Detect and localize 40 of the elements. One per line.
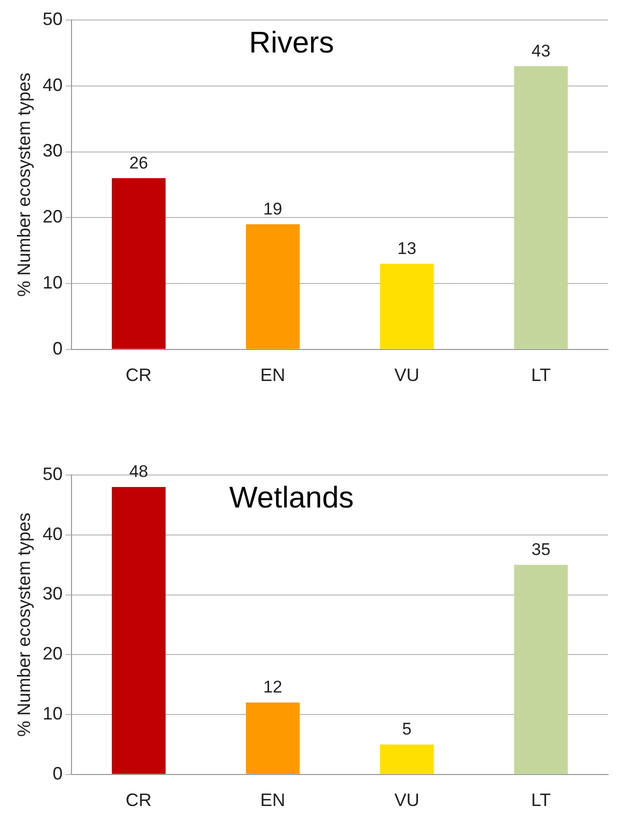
y-tick-label: 10 [42,703,63,724]
y-axis-title: % Number ecosystem types [14,512,34,737]
bar [380,264,434,349]
y-axis-title: % Number ecosystem types [14,72,34,297]
data-label: 5 [402,720,412,739]
data-label: 26 [129,153,148,172]
data-label: 43 [531,41,550,60]
x-tick-label: EN [260,365,286,386]
data-label: 48 [129,462,148,482]
bar [112,486,166,774]
bar [514,66,568,349]
x-tick-label: LT [531,790,551,810]
bar [246,224,300,349]
y-tick-label: 20 [42,644,63,664]
x-tick-label: VU [394,365,420,386]
x-tick-label: LT [531,365,551,386]
x-tick-label: EN [260,790,286,810]
x-tick-label: CR [126,790,152,810]
bar [514,564,568,774]
y-tick-label: 30 [42,584,63,604]
chart-title: Rivers [249,26,334,60]
y-tick-label: 0 [52,338,63,358]
data-label: 35 [531,540,550,560]
data-label: 12 [263,678,282,697]
bar [112,178,166,349]
data-label: 13 [397,238,416,258]
y-tick-label: 50 [42,464,63,484]
chart-title: Wetlands [229,481,354,514]
data-label: 19 [263,199,282,218]
y-tick-label: 20 [42,206,63,227]
y-tick-label: 40 [42,74,63,95]
y-tick-label: 40 [42,524,63,544]
bar [380,744,434,774]
y-tick-label: 0 [52,763,63,784]
bar [246,702,300,774]
y-tick-label: 50 [42,8,63,29]
y-tick-label: 30 [42,140,63,161]
y-tick-label: 10 [42,272,63,292]
x-tick-label: VU [394,790,420,810]
x-tick-label: CR [126,365,152,386]
